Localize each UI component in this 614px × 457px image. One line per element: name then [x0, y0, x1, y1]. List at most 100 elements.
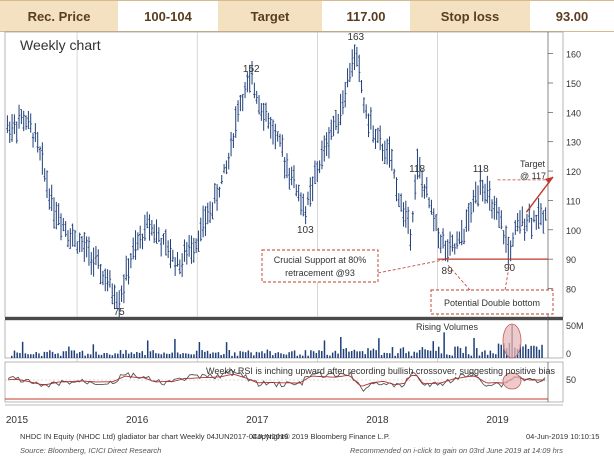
volume-bar — [255, 351, 258, 358]
volume-bar — [484, 350, 486, 358]
volume-bar — [157, 353, 160, 358]
volume-bar — [345, 348, 347, 358]
y-tick-label: 100 — [566, 226, 581, 236]
volume-bar — [103, 353, 105, 358]
volume-bar — [288, 352, 290, 358]
volume-bar — [117, 353, 119, 358]
rsi-line — [7, 368, 546, 392]
volume-bar — [30, 354, 32, 358]
footer-recommended: Recommended on i-click to gain on 03rd J… — [350, 446, 564, 455]
volume-bar — [51, 351, 54, 358]
volume-bar — [397, 353, 399, 358]
footer-left: NHDC IN Equity (NHDC Ltd) gladiator bar … — [20, 432, 289, 441]
volume-bar — [383, 352, 386, 358]
volume-bar — [250, 352, 252, 358]
price-annotation: 118 — [473, 164, 489, 175]
volume-bar — [163, 352, 165, 358]
volume-bar — [446, 354, 448, 358]
volume-bar — [296, 355, 299, 358]
volume-bar — [408, 351, 410, 358]
volume-bar — [43, 351, 46, 358]
volume-bar — [399, 348, 402, 358]
volume-bar — [27, 354, 29, 358]
volume-bar — [54, 353, 57, 358]
price-chart: Rising Volumes 50M 0 Weekly RSI is inching… — [4, 31, 584, 426]
price-bars — [6, 44, 547, 320]
volume-bar — [315, 353, 318, 358]
volume-bar — [421, 347, 424, 358]
volume-bar — [394, 355, 396, 358]
support-callout-box — [261, 249, 379, 283]
rsi-highlight — [502, 372, 522, 390]
price-annotation: 163 — [347, 32, 364, 43]
volume-bar — [171, 352, 173, 358]
volume-bar — [481, 351, 483, 358]
panel-separator — [5, 317, 563, 320]
volume-bar — [410, 355, 413, 358]
volume-bar — [214, 352, 217, 358]
support-callout-leader — [377, 258, 448, 274]
volume-bar — [367, 348, 369, 358]
volume-bar — [225, 342, 228, 358]
chart-title: Weekly chart — [20, 37, 101, 53]
price-annotation: 75 — [114, 307, 126, 318]
volume-bar — [114, 353, 116, 358]
volume-bar — [326, 354, 328, 358]
x-tick-label: 2018 — [366, 415, 389, 426]
volume-bar — [437, 346, 440, 358]
volume-bar — [440, 353, 443, 358]
volume-bar — [492, 353, 494, 358]
rsi-signal-line — [7, 373, 545, 387]
volume-bar — [524, 344, 527, 358]
volume-bar — [195, 350, 198, 358]
volume-bar — [49, 350, 51, 358]
volume-bar — [497, 343, 500, 358]
volume-bar — [73, 350, 76, 358]
volume-bar — [416, 352, 418, 358]
volume-bar — [206, 350, 209, 358]
volume-bar — [87, 353, 89, 358]
double-bottom-box — [430, 289, 554, 315]
volume-bar — [342, 348, 345, 358]
volume-bar — [312, 351, 315, 358]
volume-bar — [372, 348, 375, 358]
volume-bar — [244, 352, 247, 358]
volume-bar — [364, 354, 367, 358]
callouts: Crucial Support at 80% retracement @93 Pot… — [261, 159, 554, 315]
volume-bar — [108, 354, 111, 358]
volume-bar — [304, 350, 307, 358]
volume-bar — [465, 346, 467, 358]
volume-bar — [478, 355, 481, 358]
volume-bar — [201, 350, 203, 358]
volume-bar — [152, 350, 154, 358]
volume-bar — [122, 353, 124, 358]
volume-bar — [155, 353, 157, 358]
volume-bar — [261, 351, 263, 358]
volume-bar — [198, 341, 201, 358]
volume-bar — [448, 355, 451, 358]
volume-bar — [266, 349, 269, 358]
target-callout-line2: @ 117 — [520, 171, 546, 181]
volume-bar — [111, 355, 114, 358]
volume-bar — [190, 354, 192, 358]
volume-bar — [228, 350, 231, 358]
y-tick-label: 110 — [566, 196, 580, 206]
x-tick-label: 2017 — [246, 415, 269, 426]
y-tick-label: 150 — [566, 79, 581, 89]
rec-price-value: 100-104 — [118, 1, 218, 31]
volume-bar — [527, 348, 530, 358]
volume-bar — [35, 351, 37, 358]
price-annotation: 103 — [297, 225, 314, 236]
target-arrow-head — [545, 176, 553, 184]
volume-bar — [359, 351, 361, 358]
volume-bar — [220, 355, 222, 358]
volume-bar — [350, 351, 353, 358]
y-tick-label: 80 — [566, 285, 576, 295]
volume-bar — [136, 351, 138, 358]
volume-bar — [476, 348, 478, 358]
volume-bar — [127, 353, 130, 358]
volume-bar — [166, 353, 168, 358]
volume-bar — [76, 353, 78, 358]
volume-bar — [329, 355, 331, 358]
volume-bar — [100, 354, 103, 358]
